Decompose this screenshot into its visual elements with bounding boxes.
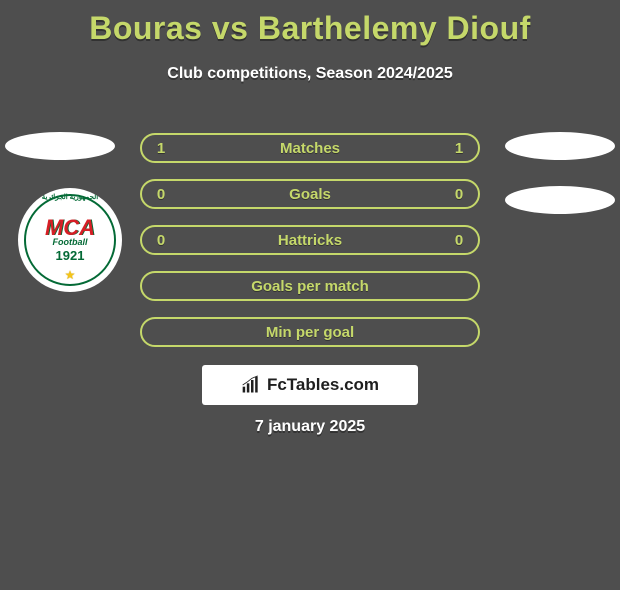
- club-left-badge: الجمهورية الجزائرية MCA Football 1921 ★: [18, 188, 122, 292]
- stats-table: 1 Matches 1 0 Goals 0 0 Hattricks 0 Goal…: [140, 133, 480, 363]
- player-right-placeholder: [505, 132, 615, 160]
- stat-label: Hattricks: [168, 232, 452, 249]
- stat-row-min-per-goal: Min per goal: [140, 317, 480, 347]
- bar-chart-icon: [241, 375, 261, 395]
- badge-sub: Football: [52, 237, 87, 247]
- stat-label: Goals: [168, 186, 452, 203]
- page-title: Bouras vs Barthelemy Diouf: [0, 10, 620, 47]
- brand-badge: FcTables.com: [202, 365, 418, 405]
- page-subtitle: Club competitions, Season 2024/2025: [0, 65, 620, 83]
- footer-date: 7 january 2025: [0, 418, 620, 436]
- player-left-placeholder: [5, 132, 115, 160]
- brand-text: FcTables.com: [267, 375, 379, 395]
- badge-arc-text: الجمهورية الجزائرية: [18, 193, 122, 201]
- stat-left-value: 0: [154, 186, 168, 203]
- stat-label: Min per goal: [168, 324, 452, 341]
- stat-row-hattricks: 0 Hattricks 0: [140, 225, 480, 255]
- badge-year: 1921: [56, 248, 85, 263]
- stat-row-goals-per-match: Goals per match: [140, 271, 480, 301]
- stat-row-matches: 1 Matches 1: [140, 133, 480, 163]
- stat-right-value: 0: [452, 232, 466, 249]
- club-right-placeholder: [505, 186, 615, 214]
- stat-row-goals: 0 Goals 0: [140, 179, 480, 209]
- stat-left-value: 1: [154, 140, 168, 157]
- stat-right-value: 0: [452, 186, 466, 203]
- star-icon: ★: [65, 268, 76, 282]
- stat-left-value: 0: [154, 232, 168, 249]
- stat-label: Matches: [168, 140, 452, 157]
- badge-main: MCA: [45, 217, 95, 239]
- stat-right-value: 1: [452, 140, 466, 157]
- stat-label: Goals per match: [168, 278, 452, 295]
